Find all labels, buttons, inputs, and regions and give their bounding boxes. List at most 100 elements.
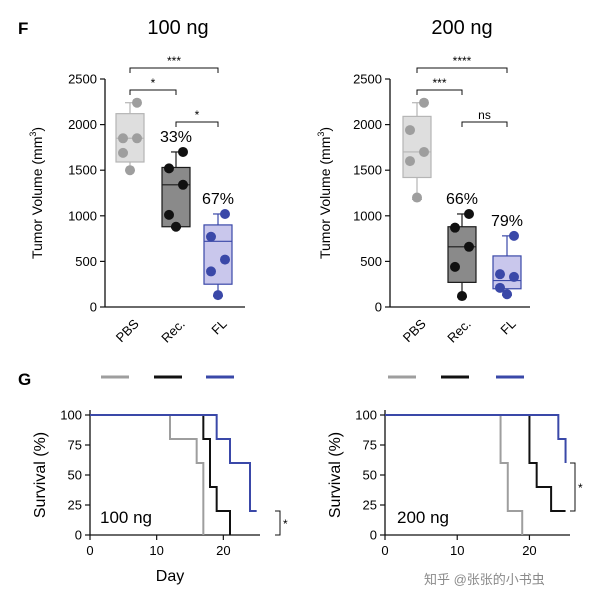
y-tick-label: 50 bbox=[68, 468, 82, 483]
survival-plot-1: 0 25 50 75 100 0 10 20 Survival (%) 200 ng * bbox=[327, 408, 583, 559]
significance-bracket bbox=[416, 67, 508, 73]
data-point bbox=[132, 133, 142, 144]
y-tick-label: 1000 bbox=[68, 208, 97, 223]
significance-label: *** bbox=[432, 76, 446, 90]
dose-label: 200 ng bbox=[397, 508, 449, 527]
box-pbs bbox=[402, 115, 432, 179]
x-tick-label: FL bbox=[208, 316, 229, 337]
box-rec bbox=[447, 226, 477, 283]
y-tick-label: 25 bbox=[68, 498, 82, 513]
significance-bracket bbox=[570, 462, 576, 512]
y-axis-label-end: ) bbox=[317, 127, 333, 132]
y-tick-label: 100 bbox=[355, 408, 377, 423]
data-point bbox=[412, 192, 422, 203]
data-point bbox=[220, 254, 230, 265]
reduction-label: 33% bbox=[160, 129, 192, 146]
significance-bracket bbox=[416, 89, 463, 95]
x-tick-label: 10 bbox=[450, 543, 464, 558]
reduction-label: 79% bbox=[491, 213, 523, 230]
significance-label: **** bbox=[453, 54, 472, 68]
significance-label: * bbox=[578, 481, 583, 495]
data-point bbox=[405, 156, 415, 167]
data-point bbox=[495, 282, 505, 293]
y-tick-label: 1500 bbox=[68, 163, 97, 178]
data-point bbox=[502, 289, 512, 300]
data-point bbox=[132, 97, 142, 108]
y-tick-label: 500 bbox=[75, 254, 97, 269]
x-tick-label: 20 bbox=[216, 543, 230, 558]
y-tick-label: 2000 bbox=[353, 117, 382, 132]
y-axis-label-main: Tumor Volume (mm bbox=[29, 137, 45, 259]
significance-bracket bbox=[275, 510, 281, 536]
reduction-label: 66% bbox=[446, 191, 478, 208]
data-point bbox=[118, 147, 128, 158]
data-point bbox=[206, 231, 216, 242]
significance-label: *** bbox=[167, 54, 181, 68]
data-point bbox=[125, 165, 135, 176]
data-point bbox=[509, 230, 519, 241]
data-point bbox=[178, 146, 188, 157]
data-point bbox=[464, 241, 474, 252]
panel-f-label: F bbox=[18, 19, 28, 38]
chart-title: 100 ng bbox=[147, 17, 208, 39]
y-tick-label: 75 bbox=[68, 438, 82, 453]
survival-line-fl bbox=[90, 414, 257, 512]
y-tick-label: 25 bbox=[363, 498, 377, 513]
x-tick-label: PBS bbox=[113, 316, 142, 345]
x-tick-label: 0 bbox=[381, 543, 388, 558]
dose-label: 100 ng bbox=[100, 508, 152, 527]
data-point bbox=[457, 291, 467, 302]
data-point bbox=[164, 209, 174, 220]
reduction-label: 67% bbox=[202, 191, 234, 208]
significance-label: * bbox=[195, 108, 200, 122]
y-tick-label: 75 bbox=[363, 438, 377, 453]
y-tick-label: 50 bbox=[363, 468, 377, 483]
boxplot-1: 200 ng 0 500 1000 1500 2000 2500 Tumor Volume (… bbox=[316, 17, 530, 346]
y-axis-label: Survival (%) bbox=[327, 432, 344, 518]
y-tick-label: 100 bbox=[60, 408, 82, 423]
x-tick-label: Rec. bbox=[158, 316, 188, 346]
data-point bbox=[464, 208, 474, 219]
survival-line-fl bbox=[385, 414, 567, 463]
significance-bracket bbox=[129, 67, 219, 73]
y-tick-label: 1500 bbox=[353, 163, 382, 178]
x-tick-label: FL bbox=[497, 316, 518, 337]
data-point bbox=[178, 179, 188, 190]
y-axis-label-sup: 3 bbox=[316, 132, 326, 137]
x-tick-label: 0 bbox=[86, 543, 93, 558]
x-tick-label: 10 bbox=[149, 543, 163, 558]
chart-title: 200 ng bbox=[431, 17, 492, 39]
y-tick-label: 0 bbox=[375, 300, 382, 315]
panel-g-label: G bbox=[18, 370, 31, 389]
survival-plot-0: 0 25 50 75 100 0 10 20 Survival (%) Day 100 ng * bbox=[32, 408, 288, 586]
survival-line-rec bbox=[385, 414, 566, 512]
y-tick-label: 1000 bbox=[353, 208, 382, 223]
data-point bbox=[206, 266, 216, 277]
significance-label: ns bbox=[478, 108, 491, 122]
survival-line-rec bbox=[90, 414, 231, 535]
data-point bbox=[509, 271, 519, 282]
data-point bbox=[495, 269, 505, 280]
data-point bbox=[171, 221, 181, 232]
y-axis-label-end: ) bbox=[29, 127, 45, 132]
data-point bbox=[220, 208, 230, 219]
y-axis-label: Tumor Volume (mm3) bbox=[28, 127, 45, 259]
y-axis-label: Survival (%) bbox=[32, 432, 49, 518]
y-tick-label: 0 bbox=[370, 528, 377, 543]
data-point bbox=[118, 133, 128, 144]
significance-bracket bbox=[461, 121, 508, 127]
y-axis-label-main: Tumor Volume (mm bbox=[317, 137, 333, 259]
y-axis-label: Tumor Volume (mm3) bbox=[316, 127, 333, 259]
significance-label: * bbox=[151, 76, 156, 90]
watermark: 知乎 @张张的小书虫 bbox=[424, 572, 545, 587]
data-point bbox=[450, 222, 460, 233]
data-point bbox=[419, 97, 429, 108]
x-tick-label: Rec. bbox=[444, 316, 474, 346]
y-tick-label: 2000 bbox=[68, 117, 97, 132]
data-point bbox=[213, 290, 223, 301]
boxplot-0: 100 ng 0 500 1000 1500 2000 2500 Tumor Volume (… bbox=[28, 17, 245, 346]
significance-bracket bbox=[175, 121, 219, 127]
x-tick-label: 20 bbox=[522, 543, 536, 558]
significance-label: * bbox=[283, 517, 288, 531]
y-tick-label: 2500 bbox=[68, 72, 97, 87]
